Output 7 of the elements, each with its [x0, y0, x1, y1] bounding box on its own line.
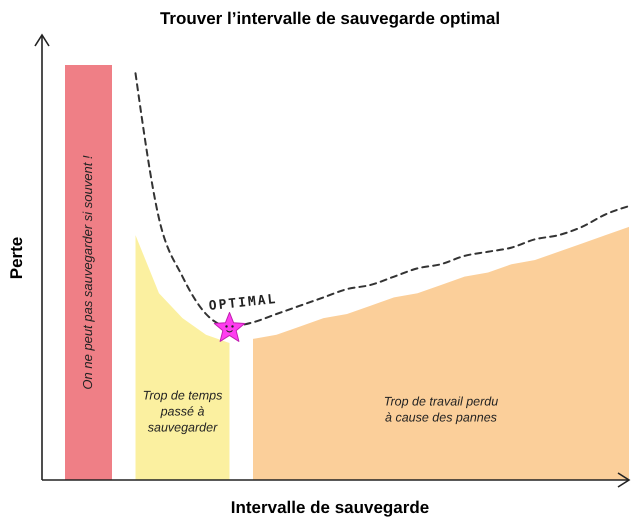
x-axis-title: Intervalle de sauvegarde — [230, 498, 430, 517]
series-label: Trop de temps passé à sauvegarder — [142, 388, 222, 435]
series-label: Trop de travail perdu à cause des pannes — [384, 394, 498, 424]
y-axis-title: Perte — [7, 236, 26, 280]
annotation: OPTIMAL — [208, 292, 278, 314]
chart-title: Trouver l’intervalle de sauvegarde optimal — [160, 9, 500, 28]
series-label: On ne peut pas sauvegarder si souvent ! — [80, 155, 95, 390]
